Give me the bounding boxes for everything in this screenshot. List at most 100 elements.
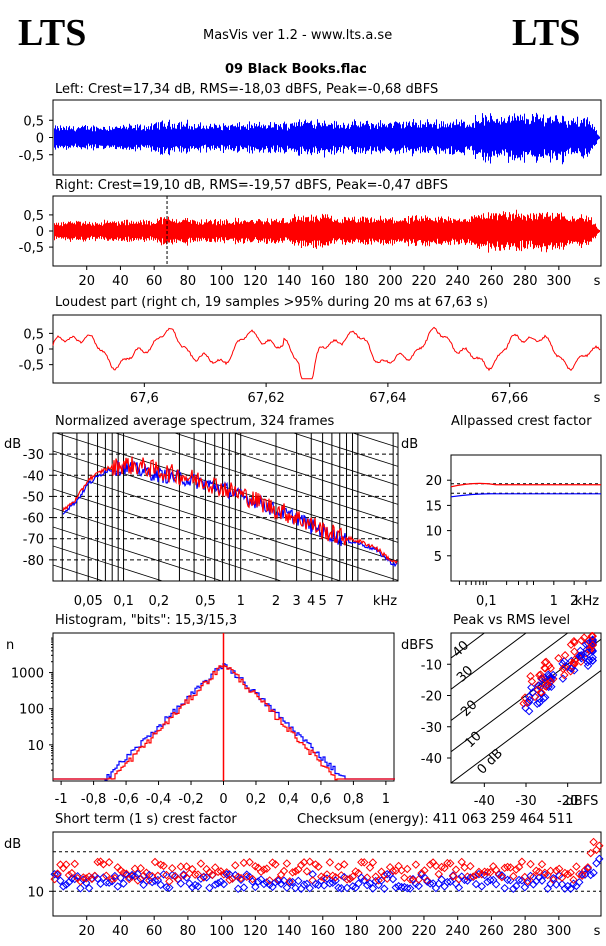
spectrum-slope-line-14: [53, 526, 224, 581]
short-term-right-1625: [322, 870, 332, 879]
right-ytick-label-2: -0,5: [19, 241, 44, 256]
left-ytick-label-1: 0: [36, 132, 44, 147]
short-term-right-1846: [360, 858, 369, 867]
allpass-xunit-label: kHz: [575, 594, 599, 609]
peak-rms-point-89: [570, 638, 579, 647]
short-term-left-1710: [337, 883, 346, 893]
short-term-left-3223: [592, 859, 601, 868]
histogram-ytick-label-1: 100: [19, 703, 44, 718]
spectrum-ytick-label-1: -40: [23, 469, 44, 484]
short-term-right-316: [102, 871, 111, 880]
short-term-left-1217: [253, 877, 263, 886]
short-term-left-3155: [580, 870, 590, 879]
short-term-right-1302: [268, 858, 277, 867]
histogram-ylabel: n: [6, 638, 14, 653]
allpass-ylabel: dB: [401, 437, 418, 452]
spectrum-slope-line-3: [53, 318, 398, 428]
spectrum-slope-line-16: [53, 564, 105, 581]
short-term-right-2900: [537, 860, 547, 869]
short-term-xtick-label-2: 60: [146, 924, 163, 939]
spectrum-xtick-label-9: 7: [336, 594, 344, 609]
right-ytick-label-1: 0: [36, 225, 44, 240]
short-term-left-3206: [589, 868, 598, 878]
spectrum-xtick-label-2: 0,2: [148, 594, 169, 609]
short-term-left-979: [213, 879, 223, 888]
short-term-right-2407: [454, 874, 464, 884]
short-term-left-44: [56, 876, 65, 885]
short-term-right-1319: [271, 860, 280, 869]
right-xtick-label-10: 220: [412, 274, 437, 289]
short-term-right-333: [104, 858, 114, 867]
histogram-ytick-label-2: 10: [27, 739, 44, 754]
peak-rms-ytick-label-0: -10: [421, 658, 442, 673]
peak-rms-point-115: [546, 677, 555, 686]
short-term-xtick-label-7: 160: [310, 924, 335, 939]
short-term-ylabel: dB: [4, 837, 21, 852]
short-term-right-2203: [420, 866, 429, 875]
short-term-right-78: [61, 860, 71, 869]
short-term-left-1965: [380, 884, 389, 894]
loudest-part-frame: [52, 314, 602, 384]
spectrum-xtick-label-3: 0,5: [195, 594, 216, 609]
short-term-right-2322: [440, 863, 449, 873]
short-term-right-2220: [423, 876, 432, 885]
left-ytick-label-2: -0,5: [19, 149, 44, 164]
short-term-left-1336: [274, 876, 283, 886]
short-term-right-2390: [451, 865, 461, 874]
histogram-xtick-label-2: -0,6: [113, 792, 138, 807]
peak-rms-point-106: [583, 658, 592, 667]
peak-rms-point-119: [543, 680, 552, 689]
short-term-right-2441: [460, 863, 469, 872]
short-term-right-231: [87, 874, 97, 884]
short-term-right-1438: [291, 867, 300, 876]
spectrum-ytick-label-0: -30: [23, 448, 44, 463]
histogram-xtick-label-3: -0,4: [146, 792, 171, 807]
short-term-left-2679: [500, 883, 509, 893]
allpass-ytick-label-2: 10: [425, 525, 442, 540]
short-term-right-1574: [314, 862, 323, 871]
short-term-right-2101: [403, 864, 412, 874]
peak-rms-point-109: [577, 636, 586, 645]
spectrum-xtick-label-0: 0,05: [74, 594, 103, 609]
right-xtick-label-4: 100: [209, 274, 234, 289]
short-term-right-95: [64, 870, 74, 880]
histogram-xtick-label-6: 0,2: [246, 792, 267, 807]
short-term-right-3104: [572, 862, 581, 871]
short-term-right-1166: [245, 857, 254, 867]
short-term-left-1897: [368, 884, 378, 893]
file-name: 09 Black Books.flac: [225, 62, 367, 77]
short-term-right-520: [136, 864, 145, 873]
spectrum-slope-line-20: [53, 641, 398, 751]
short-term-left-214: [84, 883, 94, 893]
short-term-right-401: [116, 866, 125, 875]
short-term-right-2271: [431, 861, 441, 871]
peak-rms-point-94: [532, 699, 542, 709]
short-term-right-945: [208, 870, 217, 880]
spectrum-xtick-label-6: 3: [292, 594, 300, 609]
short-term-right-2526: [474, 867, 484, 877]
histogram-xtick-label-4: -0,2: [178, 792, 203, 807]
short-term-right-61: [59, 863, 68, 873]
short-term-left-2985: [552, 880, 561, 889]
short-term-left-1268: [262, 878, 272, 887]
short-term-right-44: [56, 860, 65, 869]
allpass-xtick-label-1: 1: [550, 594, 558, 609]
allpass-trace-right: [450, 482, 601, 488]
short-term-left-1438: [291, 883, 300, 893]
histogram-xtick-label-9: 0,8: [343, 792, 364, 807]
peak-rms-point-117: [558, 664, 568, 674]
short-term-xtick-label-13: 280: [513, 924, 538, 939]
short-term-xtick-label-11: 240: [445, 924, 470, 939]
short-term-xunit-label: s: [594, 924, 601, 939]
short-term-left-3189: [586, 870, 595, 880]
spectrum-ytick-label-5: -80: [23, 554, 44, 569]
right-xtick-label-5: 120: [243, 274, 268, 289]
short-term-right-2288: [434, 869, 444, 879]
short-term-left-3172: [583, 864, 593, 874]
short-term-right-1200: [251, 862, 260, 871]
spectrum-slope-line-2: [53, 299, 398, 409]
short-term-left-78: [61, 880, 71, 889]
short-term-right-2662: [497, 872, 507, 882]
peak-rms-point-77: [541, 657, 551, 667]
short-term-right-197: [81, 874, 91, 883]
